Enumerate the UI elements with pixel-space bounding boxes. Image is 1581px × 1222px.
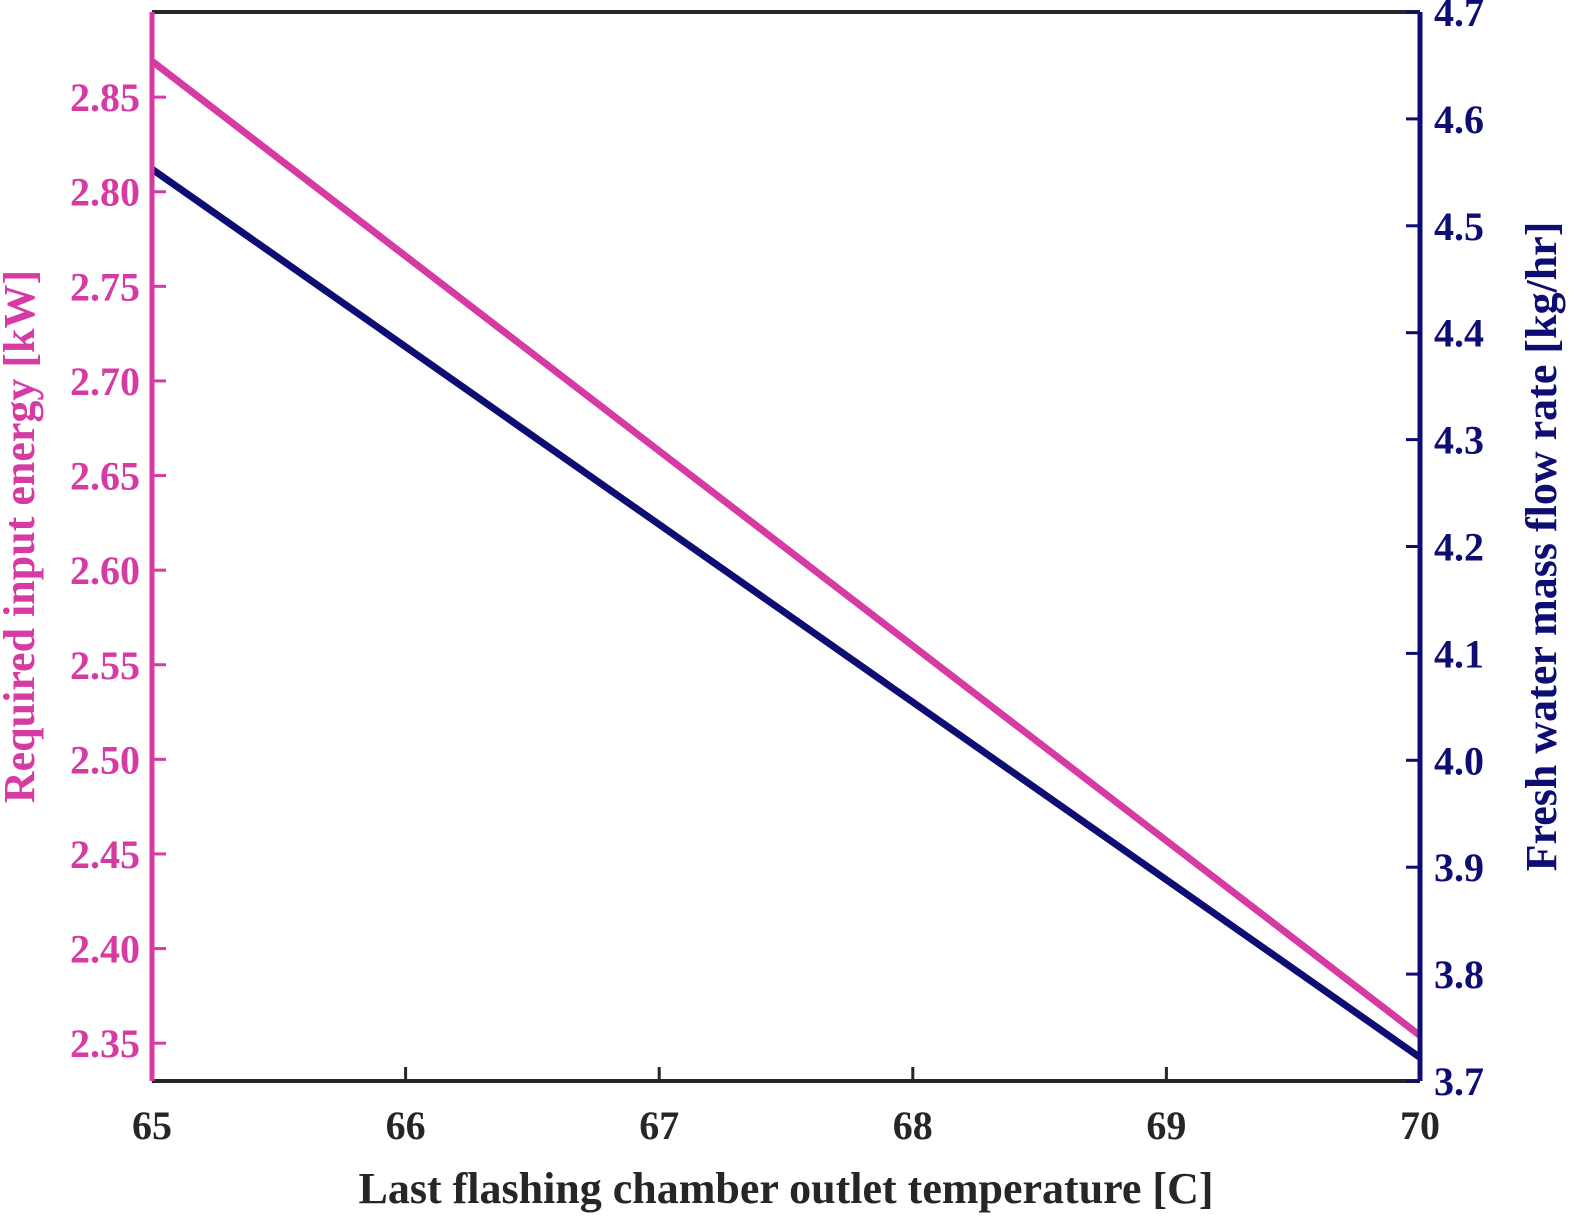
x-tick-label: 67 bbox=[639, 1103, 679, 1148]
y-left-tick-label: 2.60 bbox=[70, 548, 140, 593]
y-left-tick-label: 2.55 bbox=[70, 643, 140, 688]
y-left-axis-title: Required input energy [kW] bbox=[0, 270, 44, 803]
y-left-tick-label: 2.65 bbox=[70, 454, 140, 499]
series-layer bbox=[149, 58, 1423, 1061]
y-left-tick-label: 2.75 bbox=[70, 264, 140, 309]
y-left-tick-label: 2.50 bbox=[70, 737, 140, 782]
y-left-tick-label: 2.80 bbox=[70, 170, 140, 215]
x-tick-label: 66 bbox=[386, 1103, 426, 1148]
fresh-water-series-line bbox=[149, 166, 1423, 1061]
y-right-ticks: 3.7 3.8 3.9 4.0 4.1 4.2 4.3 4.4 4.5 4.6 4.7 bbox=[1406, 0, 1484, 1104]
y-right-tick-label: 4.0 bbox=[1434, 738, 1484, 783]
y-right-tick-label: 4.3 bbox=[1434, 418, 1484, 463]
y-left-tick-label: 2.45 bbox=[70, 832, 140, 877]
x-axis: 65 66 67 68 69 70 bbox=[132, 1067, 1440, 1148]
y-left-tick-label: 2.35 bbox=[70, 1021, 140, 1066]
x-tick-label: 65 bbox=[132, 1103, 172, 1148]
y-left-tick-label: 2.40 bbox=[70, 927, 140, 972]
y-right-tick-label: 4.7 bbox=[1434, 0, 1484, 35]
y-right-tick-label: 4.5 bbox=[1434, 204, 1484, 249]
x-tick-label: 68 bbox=[893, 1103, 933, 1148]
input-energy-series-line bbox=[149, 58, 1423, 1039]
x-tick-label: 70 bbox=[1400, 1103, 1440, 1148]
y-left-tick-label: 2.70 bbox=[70, 359, 140, 404]
y-right-tick-label: 3.9 bbox=[1434, 845, 1484, 890]
y-right-tick-label: 3.8 bbox=[1434, 952, 1484, 997]
y-left-axis: 2.35 2.40 2.45 2.50 2.55 2.60 2.65 2.70 2.75 2.80… bbox=[70, 12, 166, 1081]
x-axis-title: Last flashing chamber outlet temperature… bbox=[358, 1164, 1213, 1213]
y-right-axis: 3.7 3.8 3.9 4.0 4.1 4.2 4.3 4.4 4.5 4.6 4.7 bbox=[1406, 0, 1484, 1104]
y-left-tick-label: 2.85 bbox=[70, 75, 140, 120]
y-right-tick-label: 4.1 bbox=[1434, 631, 1484, 676]
y-right-tick-label: 4.4 bbox=[1434, 311, 1484, 356]
y-left-ticks: 2.35 2.40 2.45 2.50 2.55 2.60 2.65 2.70 2.75 2.80… bbox=[70, 75, 166, 1066]
y-right-tick-label: 4.2 bbox=[1434, 525, 1484, 570]
y-right-tick-label: 4.6 bbox=[1434, 97, 1484, 142]
x-tick-label: 69 bbox=[1146, 1103, 1186, 1148]
y-right-axis-title: Fresh water mass flow rate [kg/hr] bbox=[1517, 222, 1566, 872]
y-right-tick-label: 3.7 bbox=[1434, 1059, 1484, 1104]
